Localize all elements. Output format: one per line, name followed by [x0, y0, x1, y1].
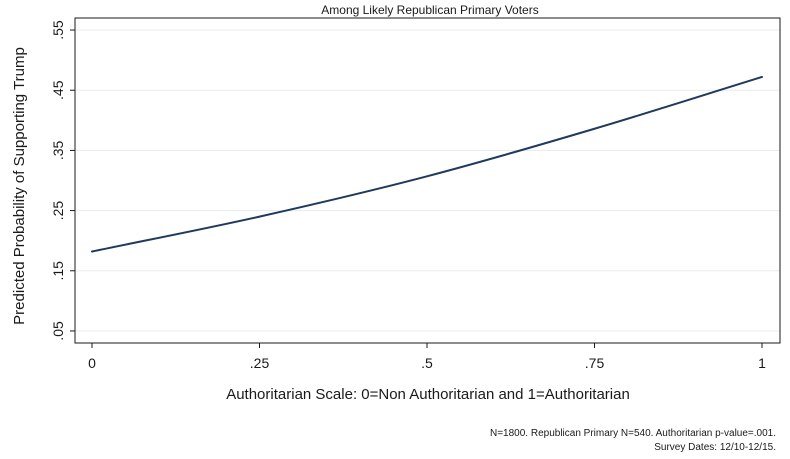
y-tick-label-4: .45 — [50, 80, 66, 100]
x-tick-label-3: .75 — [585, 355, 605, 371]
y-tick-label-2: .25 — [50, 201, 66, 221]
x-tick-label-0: 0 — [88, 355, 96, 371]
x-tick-label-1: .25 — [250, 355, 270, 371]
y-tick-label-1: .15 — [50, 261, 66, 281]
footnote-sample-size: N=1800. Republican Primary N=540. Author… — [489, 428, 776, 439]
y-axis-label: Predicted Probability of Supporting Trum… — [11, 47, 28, 325]
x-axis-label: Authoritarian Scale: 0=Non Authoritarian… — [226, 386, 630, 403]
x-tick-label-4: 1 — [758, 355, 766, 371]
y-tick-label-0: .05 — [50, 321, 66, 341]
series-line-0 — [91, 75, 763, 253]
axis-layer: .05 .15 .25 .35 .45 .55 0 .25 .5 .75 1 — [50, 20, 766, 371]
chart-title: Among Likely Republican Primary Voters — [321, 3, 538, 17]
y-tick-label-5: .55 — [50, 20, 66, 40]
series-layer — [91, 75, 763, 253]
footnote-survey-dates: Survey Dates: 12/10-12/15. — [654, 442, 776, 453]
grid-layer — [75, 29, 780, 332]
x-tick-label-2: .5 — [421, 355, 433, 371]
y-tick-label-3: .35 — [50, 140, 66, 160]
